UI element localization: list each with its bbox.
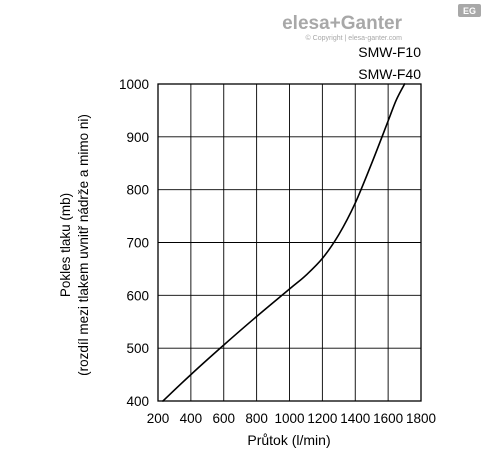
x-tick-label: 1800 xyxy=(406,411,436,426)
y-tick-label: 500 xyxy=(126,341,149,356)
x-tick-label: 800 xyxy=(245,411,268,426)
y-axis-label-line-1: Pokles tlaku (mb) xyxy=(58,193,73,297)
x-tick-label: 1400 xyxy=(340,411,370,426)
x-axis-label: Průtok (l/min) xyxy=(247,432,330,448)
brand-copyright: © Copyright | elesa-ganter.com xyxy=(306,34,403,42)
x-tick-label: 1200 xyxy=(307,411,337,426)
series-label-smw-f10: SMW-F10 xyxy=(358,44,421,60)
x-tick-label: 1600 xyxy=(373,411,403,426)
tick-labels: 200 400 600 800 1000 1200 1400 1600 180040050060… xyxy=(119,77,436,426)
y-tick-label: 600 xyxy=(126,288,149,303)
y-tick-label: 400 xyxy=(126,394,149,409)
x-tick-label: 1000 xyxy=(274,411,304,426)
brand-badge-icon xyxy=(458,4,481,17)
brand-logo-text: elesa+Ganter xyxy=(282,13,402,34)
brand-logo: elesa+Ganter EG © Copyright | elesa-gant… xyxy=(282,4,481,42)
series xyxy=(162,83,406,402)
y-axis-label-line-2: (rozdíl mezi tlakem uvnitř nádrže a mimo… xyxy=(76,114,91,376)
x-tick-label: 600 xyxy=(212,411,235,426)
grid xyxy=(157,83,422,402)
series-label-smw-f40: SMW-F40 xyxy=(358,66,421,82)
y-tick-label: 900 xyxy=(126,130,149,145)
series-line-0 xyxy=(162,83,406,402)
y-tick-label: 800 xyxy=(126,183,149,198)
brand-badge-text: EG xyxy=(463,6,476,16)
plot-frame xyxy=(157,83,422,402)
y-axis-label: Pokles tlaku (mb) (rozdíl mezi tlakem uv… xyxy=(58,114,91,376)
x-tick-label: 200 xyxy=(147,411,170,426)
x-tick-label: 400 xyxy=(180,411,203,426)
y-tick-label: 1000 xyxy=(119,77,149,92)
y-tick-label: 700 xyxy=(126,236,149,251)
